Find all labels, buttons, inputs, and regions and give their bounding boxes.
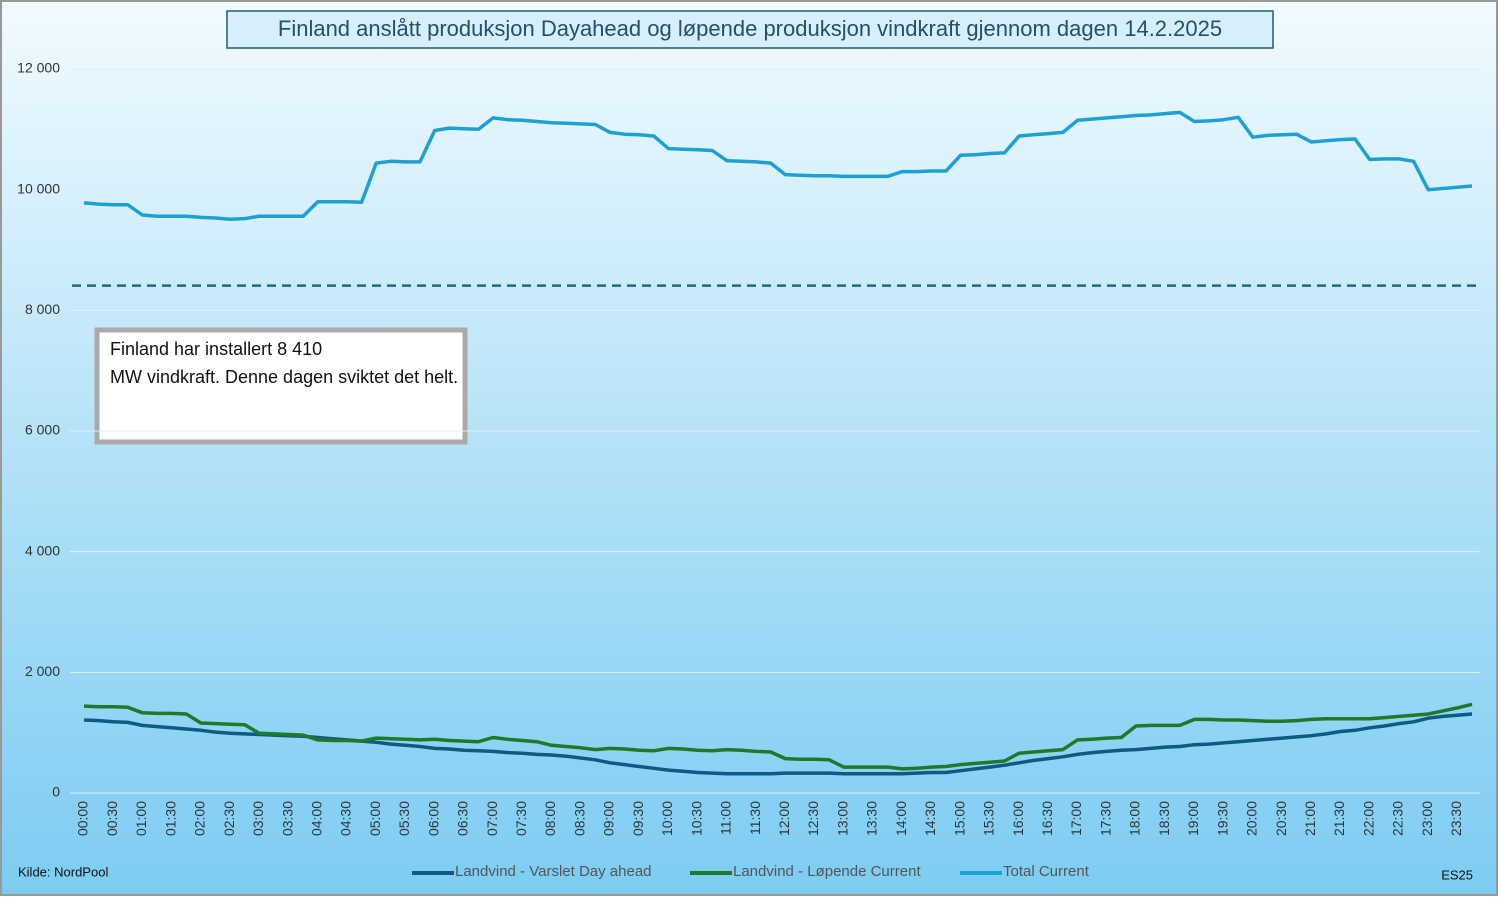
x-tick-label: 23:00 [1419,801,1435,836]
x-tick-label: 19:30 [1214,801,1230,836]
chart-title: Finland anslått produksjon Dayahead og l… [278,16,1222,41]
x-tick-label: 02:30 [221,801,237,836]
y-tick-label: 10 000 [17,180,60,196]
series-line [83,110,1473,221]
x-tick-label: 14:30 [922,801,938,836]
series-line [83,702,1473,771]
x-tick-label: 09:30 [630,801,646,836]
x-tick-label: 17:30 [1097,801,1113,836]
x-tick-label: 12:30 [805,801,821,836]
x-tick-label: 22:00 [1360,801,1376,836]
x-tick-label: 00:30 [104,801,120,836]
x-tick-label: 16:30 [1039,801,1055,836]
legend-label: Landvind - Løpende Current [733,863,921,880]
x-tick-label: 21:30 [1331,801,1347,836]
x-tick-label: 10:00 [659,801,675,836]
x-tick-label: 23:30 [1448,801,1464,836]
x-tick-label: 04:00 [308,801,324,836]
x-tick-label: 00:00 [75,801,91,836]
x-tick-label: 13:00 [834,801,850,836]
x-tick-label: 10:30 [688,801,704,836]
x-tick-label: 16:00 [1010,801,1026,836]
x-tick-label: 13:30 [864,801,880,836]
y-tick-label: 2 000 [25,663,60,679]
x-tick-label: 08:00 [542,801,558,836]
x-tick-label: 18:00 [1127,801,1143,836]
annotation: Finland har installert 8 410 MW vindkraft… [110,339,458,387]
annotation-box [94,327,468,445]
x-tick-label: 04:30 [338,801,354,836]
y-tick-label: 4 000 [25,542,60,558]
x-tick-label: 09:00 [601,801,617,836]
x-tick-label: 03:00 [250,801,266,836]
title-box [226,10,1274,49]
source: Kilde: NordPool [18,864,108,879]
x-tick-label: 14:00 [893,801,909,836]
x-tick-label: 20:30 [1273,801,1289,836]
x-tick-label: 11:00 [718,801,734,835]
x-tick-label: 05:00 [367,801,383,836]
x-tick-label: 02:00 [192,801,208,836]
x-tick-label: 15:30 [981,801,997,836]
x-tick-label: 08:30 [571,801,587,836]
x-tick-label: 01:00 [133,801,149,836]
x-tick-label: 07:30 [513,801,529,836]
x-tick-label: 01:30 [162,801,178,836]
x-tick-label: 11:30 [747,801,763,835]
y-tick-label: 12 000 [17,60,60,76]
legend-label: Landvind - Varslet Day ahead [455,863,652,880]
credit: ES25 [1441,867,1473,882]
x-tick-label: 06:00 [425,801,441,836]
y-tick-label: 8 000 [25,301,60,317]
legend-label: Total Current [1003,863,1090,880]
x-tick-label: 18:30 [1156,801,1172,836]
x-tick-label: 12:00 [776,801,792,836]
x-tick-label: 19:00 [1185,801,1201,836]
x-tick-label: 20:00 [1244,801,1260,836]
x-tick-label: 03:30 [279,801,295,836]
x-tick-label: 07:00 [484,801,500,836]
x-tick-label: 21:00 [1302,801,1318,836]
x-tick-label: 22:30 [1390,801,1406,836]
x-tick-label: 05:30 [396,801,412,836]
y-tick-label: 0 [52,784,60,800]
x-tick-label: 15:00 [951,801,967,836]
x-tick-label: 06:30 [455,801,471,836]
y-tick-label: 6 000 [25,422,60,438]
x-tick-label: 17:00 [1068,801,1084,836]
